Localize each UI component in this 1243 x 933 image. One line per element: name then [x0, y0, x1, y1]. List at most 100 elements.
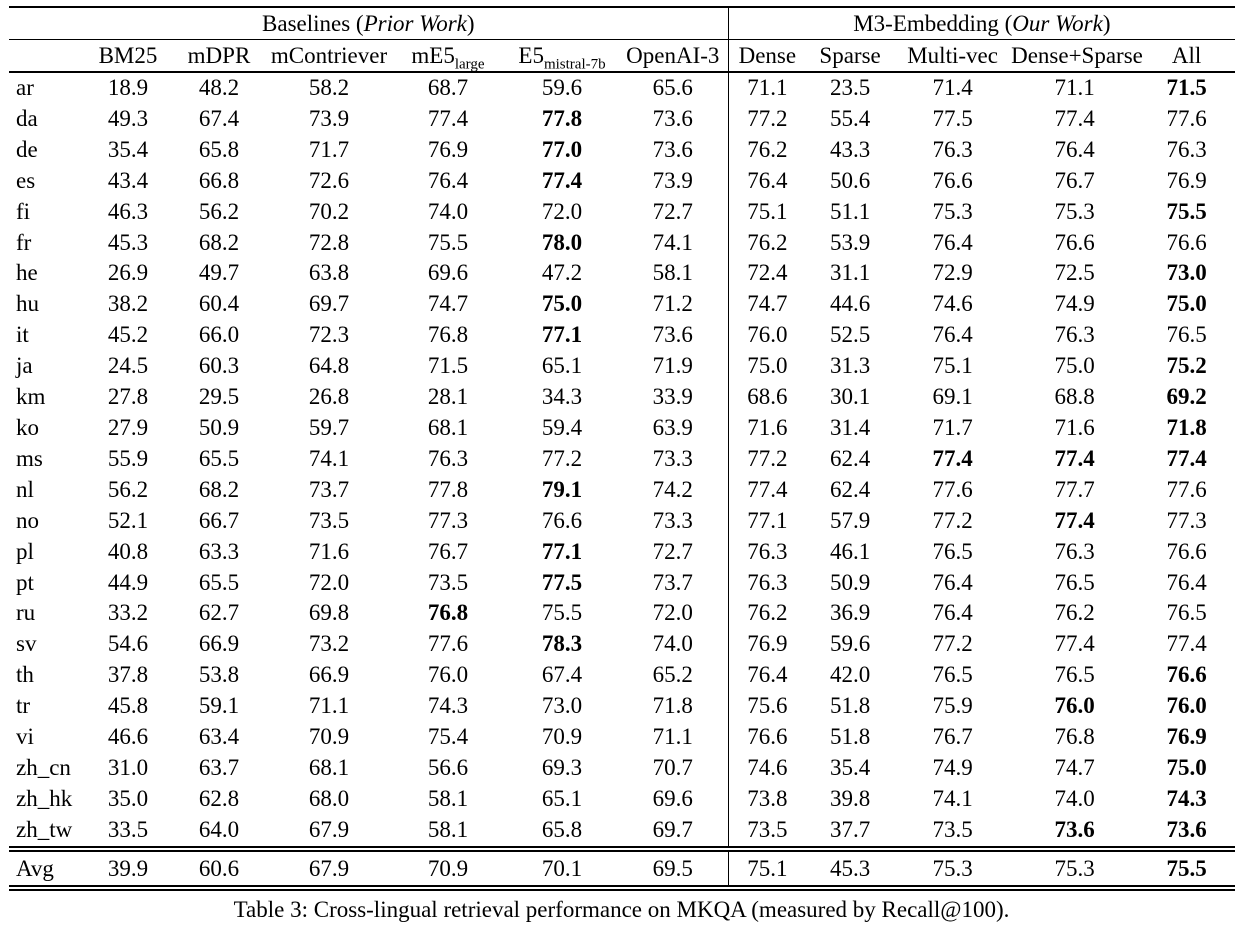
table-cell: 69.2 [1166, 384, 1207, 410]
table-cell: 75.0 [747, 353, 788, 379]
table-cell: 77.8 [541, 105, 583, 131]
table-cell: 71.2 [618, 289, 729, 321]
col-header-dense: Dense [728, 39, 807, 73]
table-cell: 76.5 [1166, 600, 1207, 626]
table-cell: 77.4 [1054, 445, 1095, 471]
column-header-row: BM25 mDPR mContriever mE5large E5mistral-7b O… [9, 39, 1236, 73]
table-cell: 65.1 [541, 353, 583, 379]
col-header-label: Sparse [819, 43, 881, 68]
table-cell: 73.7 [618, 567, 729, 599]
col-header-mdpr: mDPR [170, 39, 268, 73]
table-cell: 71.1 [747, 75, 788, 100]
table-cell: 78.0 [541, 229, 583, 255]
table-cell: 67.9 [308, 816, 350, 842]
table-cell: 52.5 [829, 322, 871, 348]
table-cell: 74.1 [618, 227, 729, 259]
table-row: zh_hk 35.0 62.8 68.0 58.1 65.1 69.6 73.8 39.8 74.… [9, 783, 1235, 815]
col-header-label: mE5 [411, 43, 455, 68]
col-header-mcontriever: mContriever [268, 39, 390, 73]
table-cell: 31.4 [829, 414, 871, 440]
table-cell: 69.6 [618, 783, 729, 815]
table-cell: 76.4 [747, 167, 788, 193]
table-cell: 74.6 [747, 754, 788, 780]
table-cell: 75.1 [747, 198, 788, 224]
table-cell: 62.4 [829, 445, 871, 471]
table-cell: 68.1 [308, 754, 350, 780]
row-label: hu [16, 291, 39, 317]
table-cell: 73.0 [1166, 260, 1207, 286]
row-label: vi [16, 724, 34, 750]
row-label: pl [16, 538, 34, 564]
table-cell: 44.9 [107, 569, 149, 595]
table-row: sv 54.6 66.9 73.2 77.6 78.3 74.0 76.9 59.6 77.2 77… [9, 629, 1235, 661]
table-cell: 71.4 [932, 75, 973, 100]
table-cell: 77.4 [1054, 507, 1095, 533]
table-cell: 45.8 [107, 693, 149, 719]
table-cell: 77.4 [1166, 631, 1207, 657]
table-cell: 76.0 [1166, 693, 1207, 719]
table-cell: 76.0 [747, 322, 788, 348]
table-cell: 76.0 [427, 662, 469, 688]
table-cell: 73.5 [932, 816, 973, 842]
table-cell: 76.4 [932, 600, 973, 626]
table-cell: 75.3 [1011, 845, 1139, 891]
table-cell: 75.0 [1166, 291, 1207, 317]
table-row: ko 27.9 50.9 59.7 68.1 59.4 63.9 71.6 31.4 71.7 71… [9, 412, 1235, 444]
group-header-baselines-prefix: Baselines ( [262, 11, 364, 36]
table-row: ja 24.5 60.3 64.8 71.5 65.1 71.9 75.0 31.3 75.1 75… [9, 351, 1235, 383]
col-header-e5: E5mistral-7b [506, 39, 618, 73]
table-cell: 65.1 [541, 785, 583, 811]
col-header-label: Dense+Sparse [1011, 43, 1143, 68]
col-header-subscript: mistral-7b [543, 56, 606, 73]
table-row: hu 38.2 60.4 69.7 74.7 75.0 71.2 74.7 44.6 74.6 74… [9, 289, 1235, 321]
table-cell: 76.2 [747, 229, 788, 255]
table-cell: 66.9 [308, 662, 350, 688]
table-cell: 70.9 [390, 845, 506, 891]
table-cell: 77.4 [541, 167, 583, 193]
table-cell: 75.4 [427, 724, 469, 750]
row-label: pt [16, 569, 34, 595]
col-header-me5: mE5large [390, 39, 506, 73]
table-cell: 79.1 [541, 476, 583, 502]
table-cell: 73.0 [541, 693, 583, 719]
table-cell: 75.5 [1138, 845, 1236, 891]
table-cell: 56.2 [107, 476, 149, 502]
table-cell: 55.4 [829, 105, 871, 131]
table-cell: 35.4 [829, 754, 871, 780]
table-cell: 45.2 [107, 322, 149, 348]
table-cell: 76.4 [932, 322, 973, 348]
table-caption: Table 3: Cross-lingual retrieval perform… [233, 897, 1010, 922]
table-cell: 24.5 [107, 353, 149, 379]
table-cell: 43.4 [107, 167, 149, 193]
table-row: de 35.4 65.8 71.7 76.9 77.0 73.6 76.2 43.3 76.3 76… [9, 134, 1235, 166]
table-cell: 77.4 [1054, 631, 1095, 657]
table-cell: 73.3 [618, 505, 729, 537]
table-cell: 58.1 [618, 258, 729, 290]
row-label: km [16, 384, 46, 410]
table-cell: 70.2 [308, 198, 350, 224]
table-cell: 46.3 [107, 198, 149, 224]
table-cell: 66.9 [198, 631, 240, 657]
col-header-label: Dense [738, 43, 797, 68]
table-cell: 72.7 [618, 196, 729, 228]
table-cell: 59.7 [308, 414, 350, 440]
table-cell: 29.5 [198, 384, 240, 410]
table-cell: 77.1 [747, 507, 788, 533]
table-cell: 53.9 [829, 229, 871, 255]
table-cell: 73.5 [427, 569, 469, 595]
table-cell: 33.9 [618, 382, 729, 413]
table-cell: 76.6 [1166, 538, 1207, 564]
table-cell: 69.7 [308, 291, 350, 317]
col-header-label: Multi-vec [907, 43, 998, 68]
table-cell: 76.4 [932, 229, 973, 255]
table-cell: 38.2 [107, 291, 149, 317]
table-row: ru 33.2 62.7 69.8 76.8 75.5 72.0 76.2 36.9 76.4 76… [9, 598, 1235, 630]
table-cell: 62.8 [198, 785, 240, 811]
table-cell: 77.8 [427, 476, 469, 502]
table-cell: 77.1 [541, 538, 583, 564]
table-cell: 65.6 [618, 72, 729, 104]
table-cell: 53.8 [198, 662, 240, 688]
table-cell: 68.7 [427, 75, 469, 100]
table-cell: 62.4 [829, 476, 871, 502]
table-cell: 69.1 [932, 384, 973, 410]
